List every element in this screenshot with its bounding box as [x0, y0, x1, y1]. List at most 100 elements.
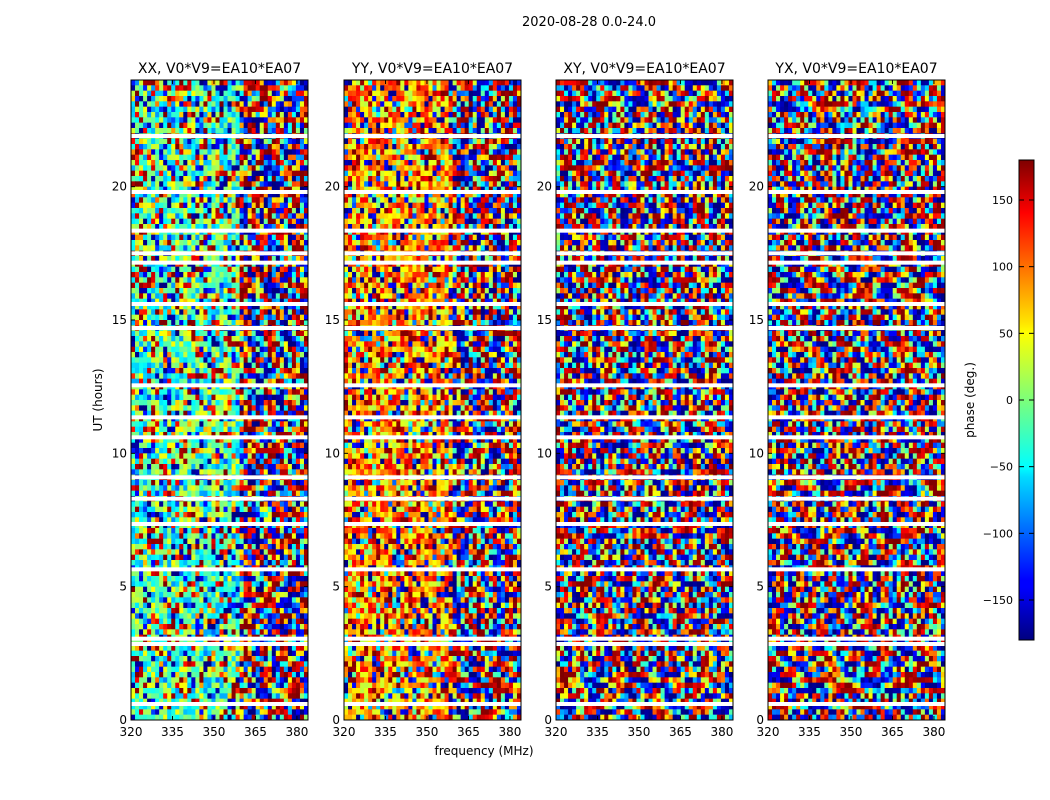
data-gap — [131, 642, 308, 646]
data-gap — [344, 383, 521, 388]
colorbar-ticks: −150 −100 −50 0 50 100 150 — [983, 194, 1034, 607]
panel-title: YX, V0*V9=EA10*EA07 — [774, 61, 937, 77]
y-tick-label: 15 — [537, 313, 552, 327]
data-gap — [344, 134, 521, 138]
panel-xy: XY, V0*V9=EA10*EA07 320 335 350 365 380 0 5 10 15… — [537, 61, 734, 739]
x-tick-label: 365 — [244, 725, 267, 739]
data-gap — [131, 567, 308, 572]
data-gap — [131, 134, 308, 138]
x-tick-label: 365 — [881, 725, 904, 739]
panel-frame — [555, 79, 734, 721]
x-tick-label: 320 — [333, 725, 356, 739]
x-tick-label: 335 — [161, 725, 184, 739]
data-gap — [556, 251, 733, 256]
y-tick-label: 20 — [112, 180, 127, 194]
y-tick-label: 5 — [119, 580, 127, 594]
data-gap — [344, 475, 521, 480]
colorbar-label: phase (deg.) — [963, 362, 977, 438]
y-tick-label: 0 — [119, 713, 127, 727]
y-tick-label: 10 — [112, 446, 127, 460]
phase-image — [768, 80, 945, 720]
data-gap — [768, 190, 945, 194]
data-gap — [556, 522, 733, 526]
colorbar-tick-label: 0 — [1006, 394, 1013, 407]
data-gap — [131, 383, 308, 388]
data-gap — [768, 567, 945, 572]
panel-yy: YY, V0*V9=EA10*EA07 320 335 350 365 380 0 5 10 15… — [325, 61, 522, 739]
data-gap — [131, 260, 308, 265]
data-gap — [556, 302, 733, 306]
data-gap — [556, 567, 733, 572]
data-gap — [768, 636, 945, 641]
y-tick-label: 10 — [749, 446, 764, 460]
data-gap — [344, 636, 521, 641]
panels-group: XX, V0*V9=EA10*EA07 320 335 350 365 380 0 5 10 15… — [112, 61, 946, 739]
data-gap — [768, 228, 945, 233]
data-gap — [556, 435, 733, 440]
colorbar-tick-label: −150 — [983, 594, 1013, 607]
data-gap — [344, 435, 521, 440]
data-gap — [556, 134, 733, 138]
figure-suptitle: 2020-08-28 0.0-24.0 — [522, 15, 656, 30]
data-gap — [768, 702, 945, 706]
panel-xx: XX, V0*V9=EA10*EA07 320 335 350 365 380 0 5 10 15… — [112, 61, 309, 739]
data-gap — [344, 251, 521, 256]
y-tick-label: 5 — [544, 580, 552, 594]
data-gap — [768, 260, 945, 265]
data-gap — [556, 496, 733, 501]
x-tick-label: 380 — [710, 725, 733, 739]
y-axis-label: UT (hours) — [91, 368, 105, 431]
data-gap — [556, 642, 733, 646]
panel-frame — [343, 79, 522, 721]
data-gap — [556, 260, 733, 265]
colorbar-tick-label: 150 — [992, 194, 1013, 207]
data-gap — [344, 415, 521, 420]
data-gap — [131, 435, 308, 440]
colorbar-tick-label: −50 — [990, 461, 1013, 474]
data-gap — [344, 642, 521, 646]
panel-title: YY, V0*V9=EA10*EA07 — [351, 61, 513, 77]
colorbar: −150 −100 −50 0 50 100 150 phase (deg.) — [963, 159, 1035, 641]
data-gap — [131, 522, 308, 526]
y-tick-label: 10 — [325, 446, 340, 460]
data-gap — [344, 190, 521, 194]
y-tick-label: 5 — [756, 580, 764, 594]
data-gap — [344, 260, 521, 265]
x-tick-label: 350 — [628, 725, 651, 739]
data-gap — [131, 475, 308, 480]
x-tick-label: 365 — [669, 725, 692, 739]
data-gap — [556, 228, 733, 233]
x-axis-label: frequency (MHz) — [434, 744, 533, 758]
y-tick-label: 15 — [325, 313, 340, 327]
data-gap — [556, 383, 733, 388]
data-gap — [768, 522, 945, 526]
data-gap — [344, 326, 521, 330]
data-gap — [131, 702, 308, 706]
data-gap — [556, 326, 733, 330]
data-gap — [556, 475, 733, 480]
data-gap — [768, 642, 945, 646]
panel-yx: YX, V0*V9=EA10*EA07 320 335 350 365 380 0 5 10 15… — [749, 61, 946, 739]
y-tick-label: 20 — [325, 180, 340, 194]
data-gap — [131, 415, 308, 420]
data-gap — [768, 134, 945, 138]
x-tick-label: 350 — [203, 725, 226, 739]
data-gap — [768, 251, 945, 256]
data-gap — [556, 636, 733, 641]
x-tick-label: 320 — [757, 725, 780, 739]
data-gap — [768, 435, 945, 440]
data-gap — [131, 636, 308, 641]
x-tick-label: 320 — [545, 725, 568, 739]
data-gap — [131, 326, 308, 330]
data-gap — [131, 302, 308, 306]
y-tick-label: 15 — [112, 313, 127, 327]
panel-title: XX, V0*V9=EA10*EA07 — [138, 61, 301, 77]
data-gap — [768, 415, 945, 420]
data-gap — [344, 522, 521, 526]
data-gap — [344, 228, 521, 233]
y-tick-label: 10 — [537, 446, 552, 460]
x-tick-label: 350 — [840, 725, 863, 739]
y-tick-label: 20 — [537, 180, 552, 194]
y-tick-label: 15 — [749, 313, 764, 327]
